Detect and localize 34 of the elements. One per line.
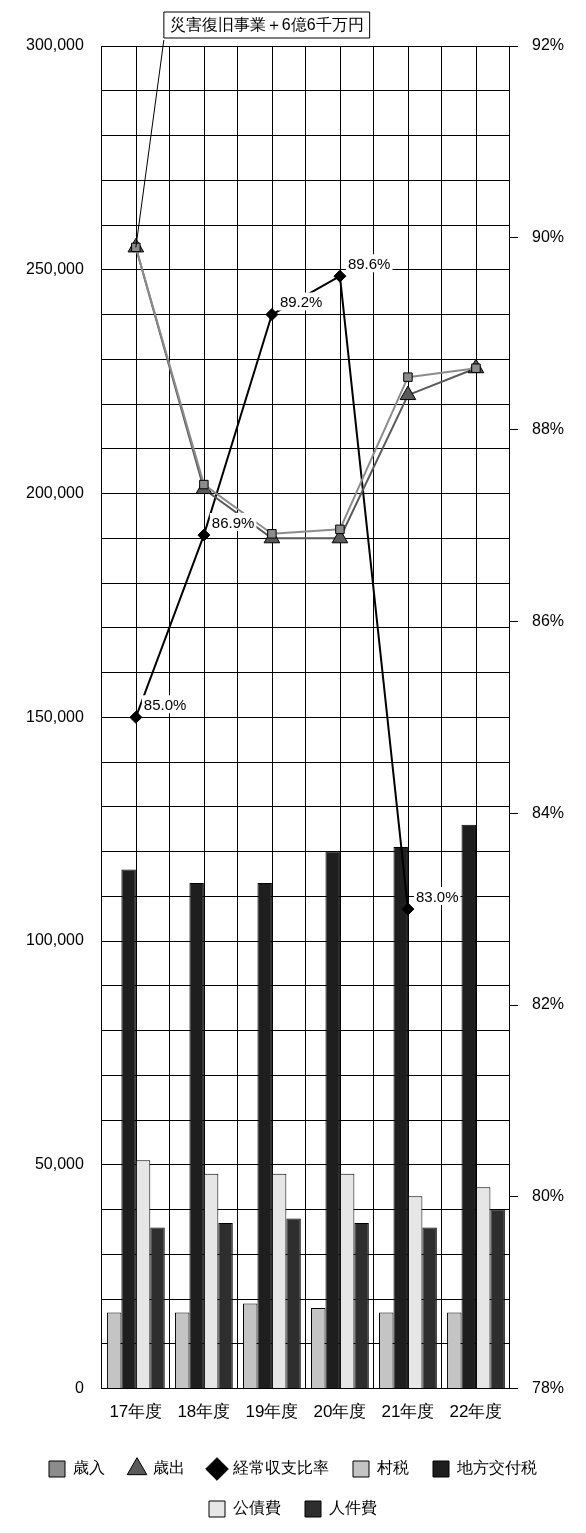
y2-tick-label: 86% [531, 611, 565, 629]
x-tick-label: 18年度 [177, 1402, 231, 1422]
legend-label: 村税 [376, 1459, 409, 1477]
x-tick-label: 19年度 [245, 1402, 299, 1422]
data-label: 83.0% [415, 887, 459, 905]
y2-tick-label: 92% [531, 36, 565, 54]
y2-tick-label: 82% [531, 995, 565, 1013]
y-tick-label: 100,000 [25, 931, 84, 949]
legend-label: 公債費 [233, 1499, 281, 1517]
y-tick-label: 250,000 [25, 260, 84, 278]
data-label: 89.2% [279, 293, 323, 311]
y2-tick-label: 90% [531, 228, 565, 246]
legend-label: 人件費 [329, 1499, 377, 1517]
x-tick-label: 17年度 [109, 1402, 163, 1422]
y2-tick-label: 84% [531, 803, 565, 821]
annotation: 災害復旧事業＋6億6千万円 [169, 16, 364, 34]
y-tick-label: 200,000 [25, 483, 84, 501]
legend-label: 歳入 [73, 1459, 105, 1477]
y-tick-label: 300,000 [25, 36, 84, 54]
y-tick-label: 150,000 [25, 707, 84, 725]
x-tick-label: 22年度 [449, 1402, 503, 1422]
x-tick-label: 20年度 [313, 1402, 367, 1422]
y2-tick-label: 80% [531, 1187, 565, 1205]
x-tick-label: 21年度 [381, 1402, 435, 1422]
y2-tick-label: 78% [531, 1379, 565, 1397]
y-tick-label: 0 [74, 1379, 84, 1397]
legend-label: 経常収支比率 [232, 1459, 329, 1477]
y2-tick-label: 88% [531, 420, 565, 438]
data-label: 86.9% [211, 513, 255, 531]
data-label: 89.6% [347, 254, 391, 272]
legend-label: 歳出 [153, 1459, 185, 1477]
legend-label: 地方交付税 [456, 1459, 537, 1477]
y-tick-label: 50,000 [34, 1155, 84, 1173]
data-label: 85.0% [143, 695, 187, 713]
